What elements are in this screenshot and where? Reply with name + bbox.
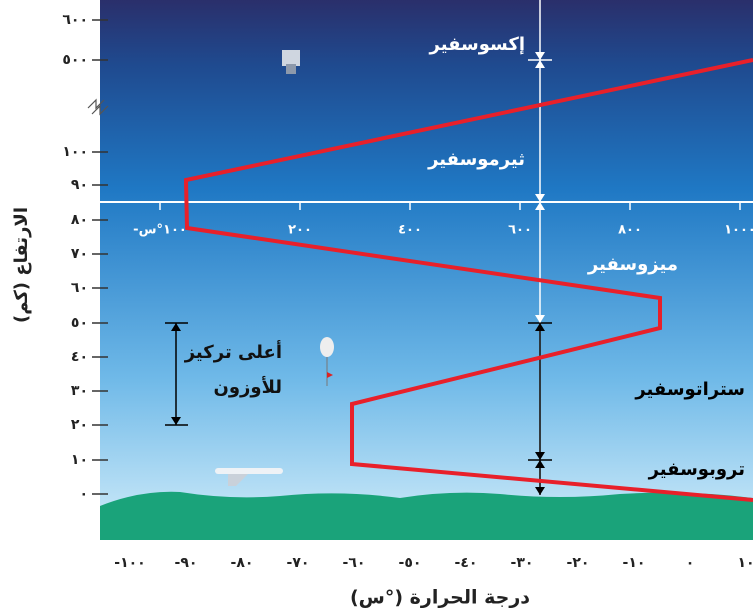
y-tick-label: ٥٠ bbox=[71, 315, 88, 331]
y-tick-label: ٦٠ bbox=[71, 280, 88, 296]
y-tick-label: ٩٠ bbox=[71, 177, 88, 193]
x-axis-title: درجة الحرارة (°س) bbox=[350, 587, 530, 609]
y-tick-label: ٧٠ bbox=[71, 246, 88, 262]
y-tick-label: ٥٠٠ bbox=[62, 52, 88, 68]
ozone-arrows bbox=[171, 323, 181, 425]
x-tick-label: -٢٠ bbox=[567, 555, 590, 571]
x-tick-label: -٥٠ bbox=[399, 555, 422, 571]
layer-label: تروبوسفير bbox=[648, 459, 745, 480]
y-tick-label: ١٠٠ bbox=[62, 144, 88, 160]
y-tick-label: ٠ bbox=[79, 486, 88, 502]
x-tick-label: ١٠ bbox=[737, 555, 753, 571]
ozone-bracket bbox=[165, 322, 188, 426]
upper-tick-label: -١٠٠°س bbox=[133, 223, 187, 238]
layer-label: ثيرموسفير bbox=[427, 149, 525, 170]
x-tick-label: -٩٠ bbox=[175, 555, 198, 571]
y-axis-title: الارتفاع (كم) bbox=[11, 207, 32, 323]
x-tick-label: -٧٠ bbox=[287, 555, 310, 571]
temperature-profile bbox=[183, 58, 753, 502]
ozone-label: أعلى تركيز bbox=[184, 340, 282, 363]
ground bbox=[100, 491, 753, 540]
satellite-icon bbox=[282, 50, 300, 74]
sky bbox=[100, 0, 753, 540]
arrows-dark bbox=[535, 323, 545, 495]
upper-tick-label: ٤٠٠ bbox=[398, 223, 422, 238]
x-tick-label: ٠ bbox=[686, 555, 695, 571]
plane-icon bbox=[215, 468, 283, 486]
x-tick-label: -٤٠ bbox=[455, 555, 478, 571]
upper-tick-label: ٢٠٠ bbox=[288, 223, 312, 238]
y-tick-label: ٢٠ bbox=[71, 417, 88, 433]
x-tick-label: -٦٠ bbox=[343, 555, 366, 571]
x-tick-label: -٣٠ bbox=[511, 555, 534, 571]
y-tick-label: ٦٠٠ bbox=[62, 12, 88, 28]
y-tick-label: ٤٠ bbox=[71, 349, 88, 365]
x-tick-label: -١٠٠ bbox=[114, 555, 145, 571]
arrows bbox=[535, 52, 545, 323]
y-tick-label: ١٠ bbox=[71, 452, 88, 468]
layer-label: ميزوسفير bbox=[587, 254, 678, 275]
upper-tick-label: ١٠٠٠ bbox=[724, 223, 753, 238]
balloon-icon bbox=[320, 337, 334, 386]
upper-tick-label: ٦٠٠ bbox=[508, 223, 532, 238]
layer-label: ستراتوسفير bbox=[634, 379, 745, 400]
upper-tick-label: ٨٠٠ bbox=[618, 223, 642, 238]
y-tick-label: ٣٠ bbox=[71, 383, 88, 399]
axis-break bbox=[87, 98, 109, 116]
x-tick-label: -١٠ bbox=[623, 555, 646, 571]
layer-label: إكسوسفير bbox=[429, 34, 525, 55]
ozone-label: للأوزون bbox=[213, 376, 282, 398]
x-tick-label: -٨٠ bbox=[231, 555, 254, 571]
y-tick-label: ٨٠ bbox=[71, 212, 88, 228]
